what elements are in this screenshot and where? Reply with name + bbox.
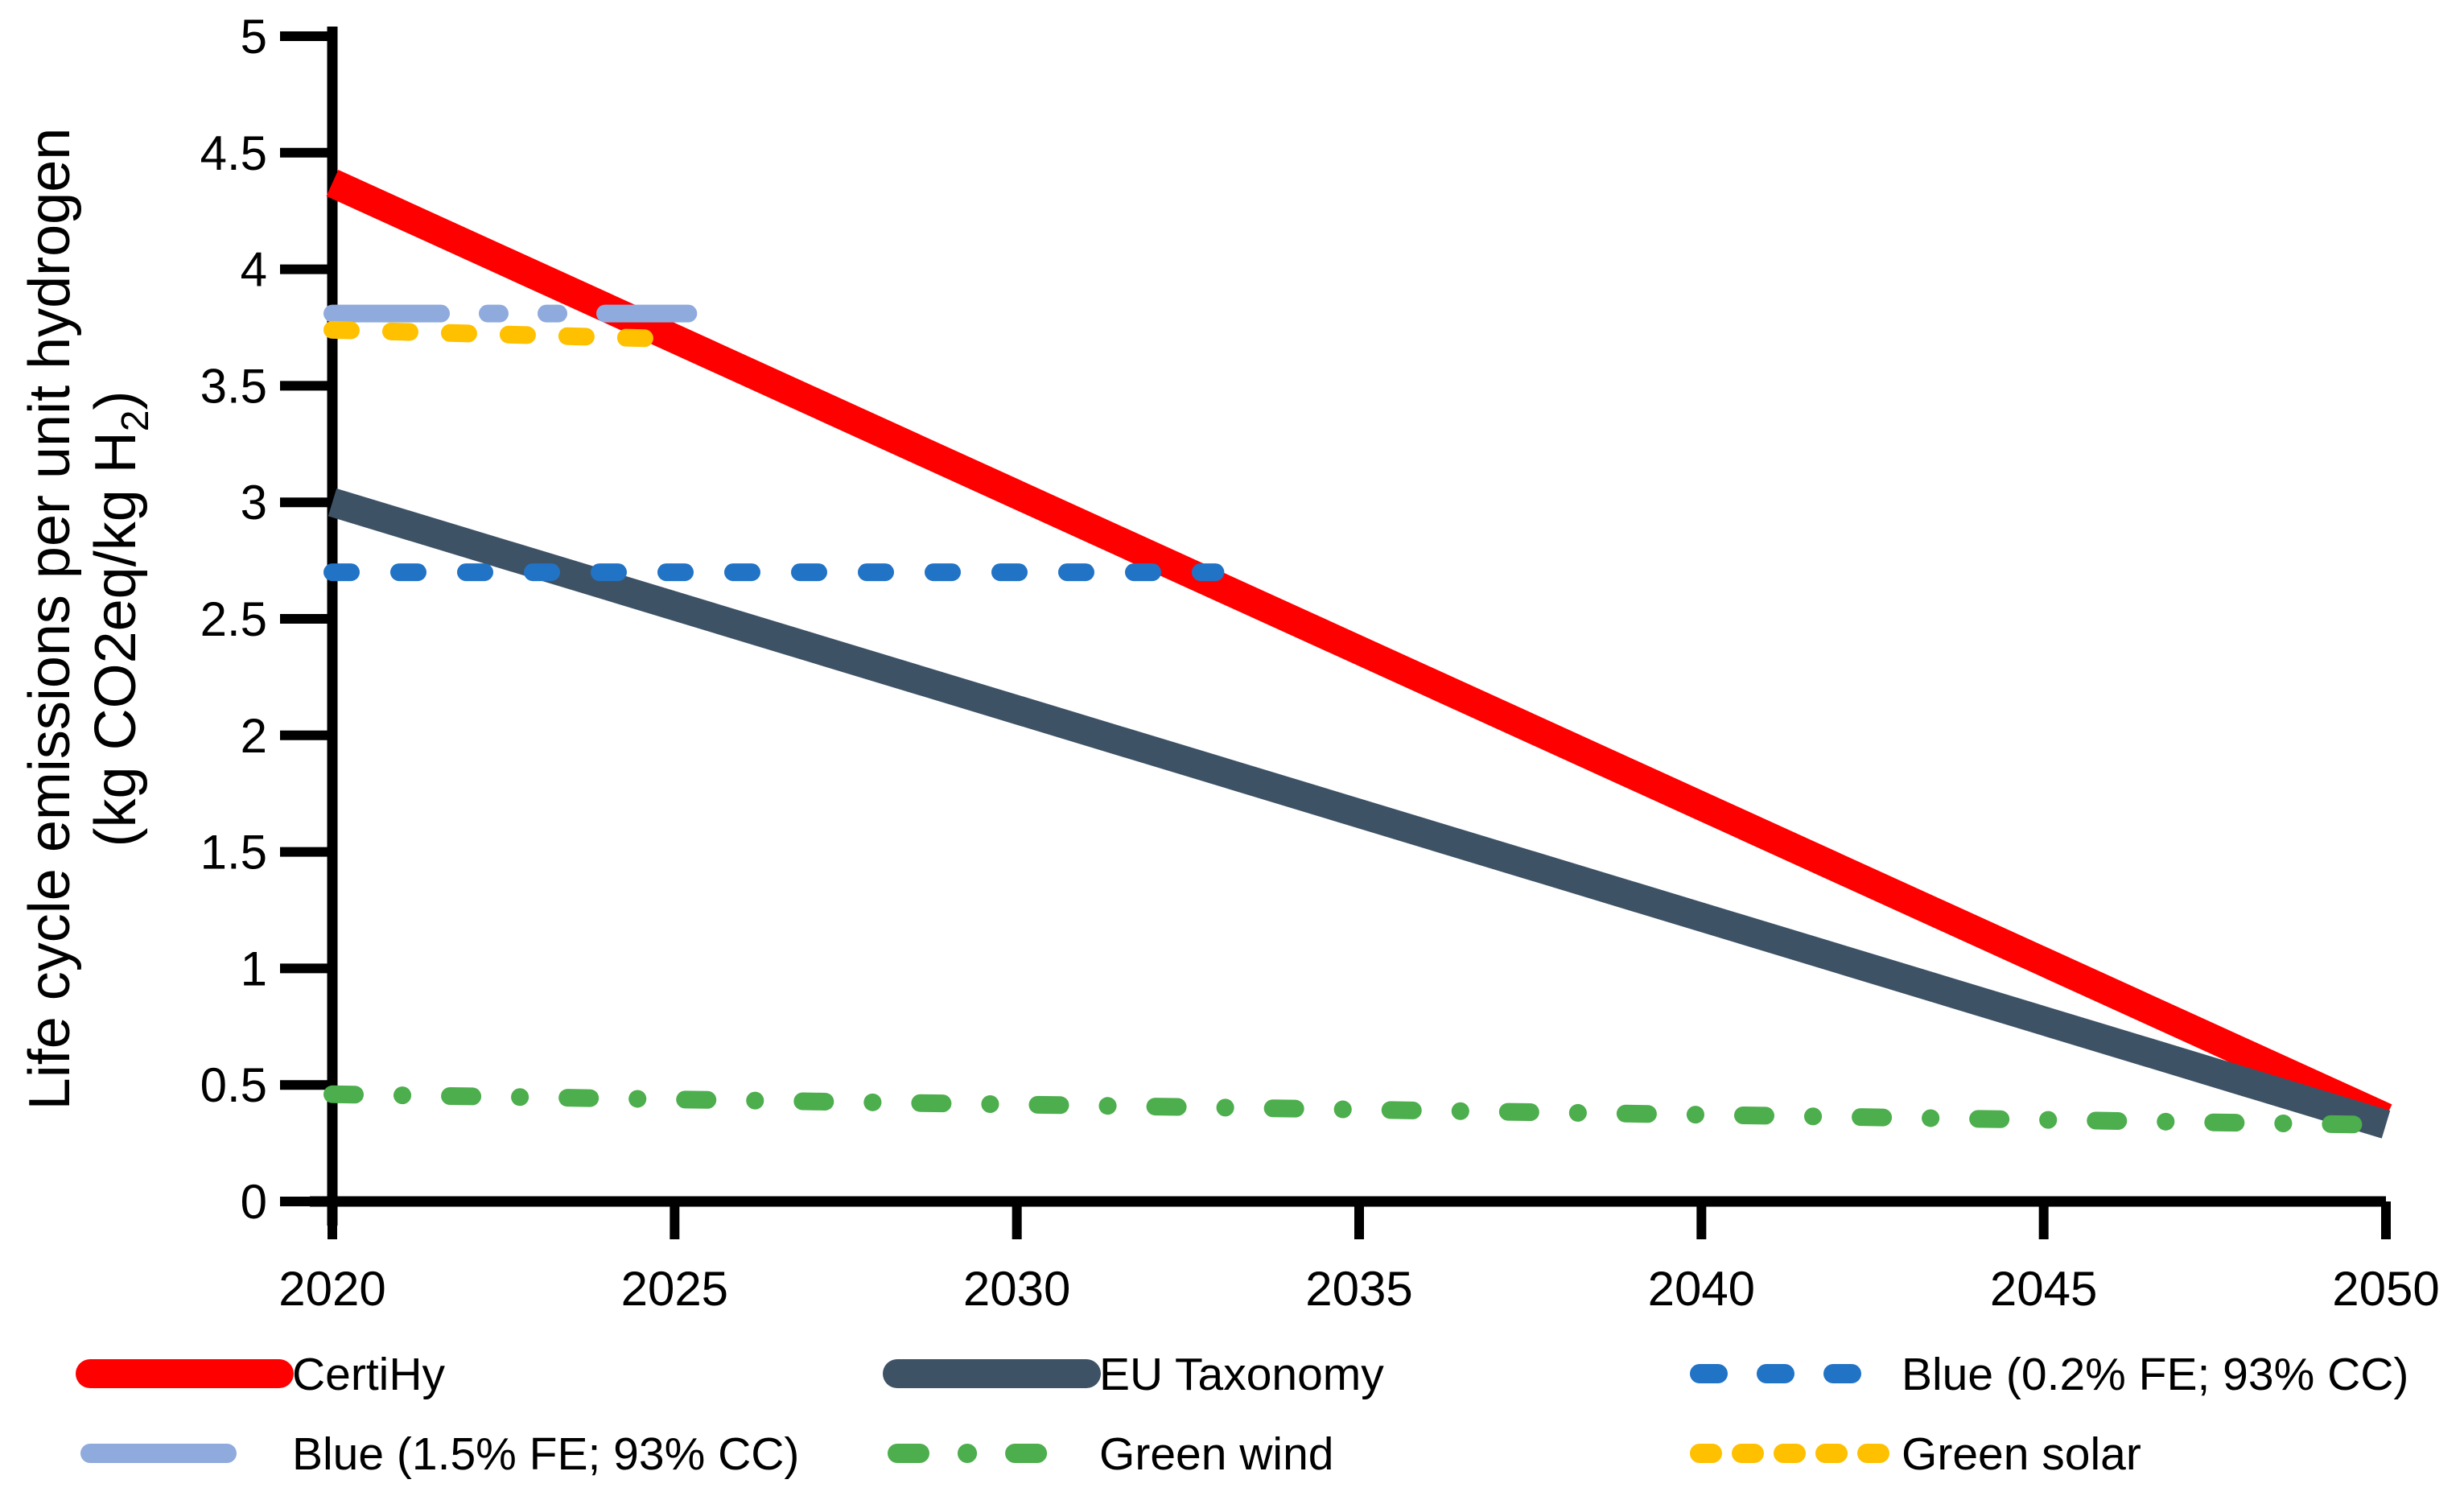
x-tick-label: 2035: [1305, 1262, 1412, 1316]
legend-label-blue-0-2-fe-93-cc: Blue (0.2% FE; 93% CC): [1902, 1349, 2408, 1400]
x-tick-label: 2025: [621, 1262, 728, 1316]
y-tick-label: 4: [241, 243, 267, 297]
legend-item-eu-taxonomy: EU Taxonomy: [883, 1349, 1384, 1400]
y-axis-title-line1: Life cycle emissions per unit hydrogen: [18, 128, 82, 1111]
legend-item-green-wind: Green wind: [888, 1428, 1334, 1480]
series-lines: [323, 170, 2392, 1139]
y-tick-label: 2.5: [200, 592, 267, 646]
legend-label-green-wind: Green wind: [1099, 1428, 1334, 1480]
y-tick-label: 2: [241, 709, 267, 763]
legend-label-green-solar: Green solar: [1902, 1428, 2141, 1480]
axis-labels: 0 0.5 1 1.5 2 2.5 3 3.5 4 4.5 5 2020 2025 2030 2035 204…: [18, 10, 2440, 1316]
y-tick-label: 5: [241, 10, 267, 64]
legend-item-green-solar: Green solar: [1690, 1428, 2141, 1480]
series-line-eu-taxonomy: [328, 488, 2391, 1139]
x-tick-label: 2045: [1990, 1262, 2097, 1316]
y-axis-title-line2: (kg CO2eq/kg H2): [84, 391, 157, 847]
y-tick-label: 0.5: [200, 1058, 267, 1112]
legend-item-blue-0-2-fe-93-cc: Blue (0.2% FE; 93% CC): [1690, 1349, 2408, 1400]
x-tick-label: 2030: [963, 1262, 1070, 1316]
legend-label-blue-1-5-fe-93-cc: Blue (1.5% FE; 93% CC): [292, 1428, 799, 1480]
x-tick-label: 2020: [278, 1262, 385, 1316]
legend-label-certihy: CertiHy: [292, 1349, 446, 1400]
axes: [280, 27, 2391, 1239]
y-tick-label: 0: [241, 1175, 267, 1229]
x-tick-label: 2040: [1648, 1262, 1755, 1316]
series-line-green-solar: [323, 320, 690, 348]
y-tick-label: 4.5: [200, 126, 267, 180]
x-tick-label: 2050: [2332, 1262, 2439, 1316]
legend-item-certihy: CertiHy: [76, 1349, 446, 1400]
series-line-green-wind: [323, 1085, 2367, 1134]
series-line-certihy: [326, 170, 2392, 1131]
legend: CertiHy EU Taxonomy Blue (0.2% FE; 93% CC)…: [76, 1349, 2408, 1480]
legend-item-blue-1-5-fe-93-cc: Blue (1.5% FE; 93% CC): [80, 1428, 799, 1480]
y-tick-label: 1.5: [200, 826, 267, 880]
y-tick-label: 3: [241, 476, 267, 530]
legend-label-eu-taxonomy: EU Taxonomy: [1099, 1349, 1384, 1400]
y-tick-label: 1: [241, 942, 267, 995]
y-tick-label: 3.5: [200, 359, 267, 413]
